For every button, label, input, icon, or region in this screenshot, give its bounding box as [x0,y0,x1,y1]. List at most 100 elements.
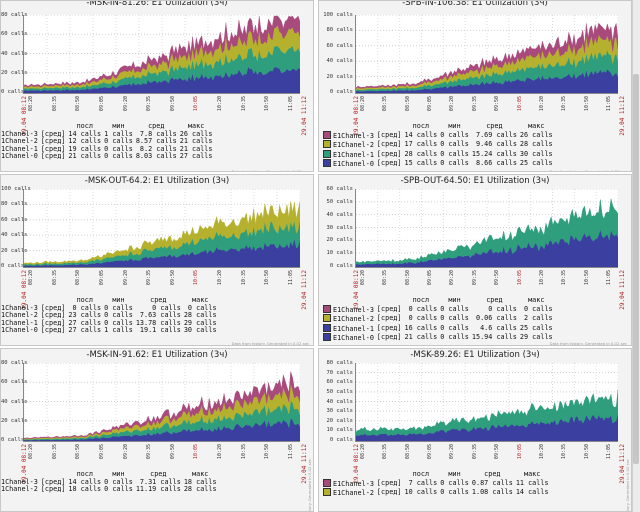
legend-header-avg: сред [486,296,503,304]
legend-header-min: мин [112,122,125,130]
generated-note: Data from history. Generated in 0.02 sec [549,341,627,346]
legend-header-min: мин [112,296,125,304]
graph-panel: -MSK-89.26: E1 Utilization (3ч) 80 calls 7… [318,348,632,512]
legend-last-value: 21 calls [68,152,102,161]
legend-row: 1Chanel-2 [сред] 18 calls 0 calls 11.19 call… [1,485,220,494]
legend-name-text: E1Chanel-2 [333,489,374,498]
legend-avg-value: 0 calls [152,303,181,312]
x-tick-label: 10:50 [583,270,590,286]
legend-period-value: [сред] [40,303,66,312]
legend-max-value: 26 calls [519,130,553,139]
plot-area [23,15,300,94]
legend-table: посл мин сред макс E1Chanel-3 [сред] 14 calls 0… [323,122,556,169]
legend-last-value: 23 calls [68,311,102,320]
legend-period-value: [сред] [376,140,402,149]
legend-name-text: E1Chanel-3 [333,305,374,314]
y-tick-label: 10 calls [326,427,354,434]
legend-min-value: 0 calls [440,314,469,323]
x-tick-label: 10:20 [538,96,545,112]
series-area-3 [24,371,300,440]
legend-min-value: 0 calls [104,144,133,153]
legend-period-value: [сред] [40,318,66,327]
graph-panel: -SPB-IN-106.38: E1 Utilization (3ч) 100 c… [318,0,632,172]
x-tick-label: 10:20 [217,96,224,112]
legend-header-max: макс [524,470,541,478]
y-tick-label: 40 calls [326,58,354,65]
legend-min-value: 0 calls [440,488,469,497]
legend-max-value: 27 calls [179,152,213,161]
legend-series-name: E1Chanel-2 [323,488,377,498]
y-tick-label: 100 calls [323,12,353,18]
legend-period-value: [сред] [40,129,66,138]
legend-header-max: макс [528,122,545,130]
x-tick-label: 09:50 [169,444,176,460]
x-tick-label: 10:35 [240,444,247,460]
x-tick-label: 08:20 [28,270,34,286]
legend-row: E1Chanel-0 [сред] 15 calls 0 calls 8.66 call… [323,159,556,169]
x-tick-label: 11:05 [606,96,612,112]
x-tick-label: 08:20 [360,96,366,112]
legend-max-value: 29 calls [519,333,553,342]
x-tick-label: 10:35 [240,270,247,286]
legend-last-value: 15 calls [404,159,438,168]
legend-max-value: 0 calls [187,303,217,312]
legend-row: E1Chanel-2 [сред] 0 calls 0 calls 0.06 calls… [323,314,556,324]
y-tick-label: 40 calls [326,211,354,218]
legend-header-max: макс [192,296,209,304]
legend-color-swatch [323,478,331,487]
x-tick-label: 10:20 [217,270,224,286]
legend-row: 1Chanel-2 [сред] 23 calls 0 calls 7.63 calls… [1,311,220,320]
x-tick-label: 08:50 [75,270,82,286]
end-time-label: 29.04 11:12 [619,96,626,136]
x-tick-label: 09:50 [494,270,501,286]
legend-row: 1Chanel-1 [сред] 19 calls 0 calls 8.2 calls 2… [1,144,215,154]
legend-header-max: макс [192,470,209,478]
legend-name-text: E1Chanel-2 [333,141,374,150]
chart-svg [24,15,300,93]
x-tick-label: 11:05 [606,270,612,286]
plot-area [355,15,618,94]
legend-max-value: 30 calls [183,326,217,335]
legend-avg-value: 0.87 calls [471,478,513,487]
y-tick-label: 20 calls [1,417,28,424]
end-time-label: 29.04 11:12 [619,270,626,310]
legend-name-text: 1Chanel-3 [1,303,38,312]
y-tick-label: 40 calls [1,50,28,57]
legend-series-name: 1Chanel-0 [1,153,41,161]
legend-last-value: 19 calls [68,144,102,153]
legend-min-value: 0 calls [440,323,469,332]
legend-avg-value: 0 calls [488,304,517,313]
plot-area [355,189,618,268]
legend-period-value: [сред] [376,149,402,158]
legend-color-swatch [323,140,331,149]
graph-title: -MSK-IN-91.62: E1 Utilization (3ч) [86,350,228,360]
legend-series-name: E1Chanel-3 [323,478,377,489]
y-tick-label: 50 calls [326,388,354,395]
chart-svg [356,15,618,93]
legend-min-value: 1 calls [104,129,133,138]
legend-row: 1Chanel-0 [сред] 21 calls 0 calls 8.03 calls… [1,153,215,161]
legend-series-name: 1Chanel-3 [1,303,41,313]
x-tick-label: 09:05 [98,96,105,112]
x-tick-label: 11:05 [288,96,294,112]
graph-title: -SPB-OUT-64.50: E1 Utilization (3ч) [400,176,550,186]
y-tick-label: 60 calls [326,379,354,386]
legend-name-text: 1Chanel-2 [1,137,38,146]
legend-last-value: 21 calls [404,333,438,342]
legend-min-value: 0 calls [440,130,469,139]
x-tick-label: 10:05 [516,270,523,286]
scrollbar-thumb[interactable] [633,74,639,464]
legend-min-value: 1 calls [104,326,133,335]
legend-row: E1Chanel-1 [сред] 28 calls 0 calls 15.24 cal… [323,149,556,160]
generated-note: Data from history. Generated in 0.02 sec [549,169,627,172]
legend-row: E1Chanel-0 [сред] 21 calls 0 calls 15.94 cal… [323,333,556,343]
y-tick-label: 50 calls [326,198,354,205]
legend-last-value: 14 calls [404,130,438,139]
x-tick-label: 08:35 [382,444,389,460]
legend-min-value: 0 calls [440,149,469,158]
x-tick-label: 08:20 [28,96,34,112]
legend-period-value: [сред] [376,333,402,342]
legend-name-text: 1Chanel-3 [1,477,38,486]
y-tick-label: 60 calls [326,186,354,192]
legend-last-value: 17 calls [404,140,438,149]
